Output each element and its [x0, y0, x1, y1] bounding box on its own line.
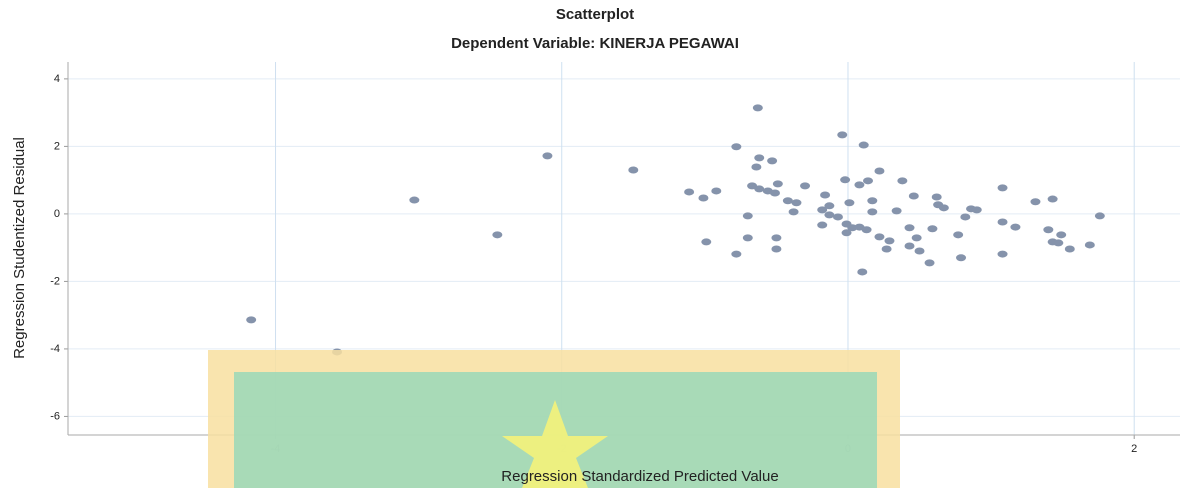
point	[998, 219, 1008, 226]
point	[998, 184, 1008, 191]
x-tick-label: 2	[1131, 443, 1137, 455]
point	[743, 234, 753, 241]
point	[897, 177, 907, 184]
point	[817, 222, 827, 229]
point	[905, 224, 915, 231]
point	[409, 197, 419, 204]
y-tick-label: 4	[54, 73, 60, 85]
point	[953, 231, 963, 238]
point	[1043, 226, 1053, 233]
point	[960, 213, 970, 220]
point	[711, 187, 721, 194]
point	[932, 194, 942, 201]
point	[892, 207, 902, 214]
point	[927, 225, 937, 232]
point	[1056, 231, 1066, 238]
point	[863, 177, 873, 184]
point	[824, 202, 834, 209]
point	[844, 199, 854, 206]
point	[1030, 198, 1040, 205]
point	[628, 167, 638, 174]
point	[956, 254, 966, 261]
point	[854, 181, 864, 188]
point	[701, 238, 711, 245]
point	[783, 197, 793, 204]
point	[972, 206, 982, 213]
point	[939, 204, 949, 211]
point	[751, 163, 761, 170]
point	[859, 142, 869, 149]
point	[884, 237, 894, 244]
point	[770, 189, 780, 196]
point	[909, 193, 919, 200]
point	[698, 195, 708, 202]
point	[791, 199, 801, 206]
point	[1095, 212, 1105, 219]
x-axis-title: Regression Standardized Predicted Value	[501, 468, 778, 485]
point	[837, 131, 847, 138]
point	[874, 233, 884, 240]
point	[998, 251, 1008, 258]
point	[915, 248, 925, 255]
chart-subtitle: Dependent Variable: KINERJA PEGAWAI	[451, 35, 739, 52]
point	[925, 259, 935, 266]
y-axis-title: Regression Studentized Residual	[11, 137, 28, 359]
point	[773, 180, 783, 187]
point	[743, 212, 753, 219]
chart: Scatterplot Dependent Variable: KINERJA …	[0, 0, 1190, 488]
point	[1010, 224, 1020, 231]
point	[874, 168, 884, 175]
point	[731, 251, 741, 258]
y-tick-label: 0	[54, 208, 60, 220]
point	[912, 234, 922, 241]
point	[1053, 239, 1063, 246]
chart-title: Scatterplot	[556, 6, 634, 23]
point	[542, 152, 552, 159]
y-tick-label: -4	[50, 343, 60, 355]
point	[1085, 241, 1095, 248]
point	[820, 191, 830, 198]
point	[882, 246, 892, 253]
point	[857, 268, 867, 275]
point	[1048, 196, 1058, 203]
point	[753, 104, 763, 111]
point	[867, 197, 877, 204]
point	[862, 226, 872, 233]
y-tick-label: 2	[54, 140, 60, 152]
point	[492, 231, 502, 238]
point	[824, 211, 834, 218]
point	[833, 213, 843, 220]
point	[754, 185, 764, 192]
point	[771, 234, 781, 241]
point	[789, 208, 799, 215]
point	[767, 157, 777, 164]
point	[800, 182, 810, 189]
point	[771, 246, 781, 253]
y-tick-label: -2	[50, 275, 60, 287]
point	[840, 176, 850, 183]
point	[867, 208, 877, 215]
point	[1065, 246, 1075, 253]
point	[246, 316, 256, 323]
y-tick-label: -6	[50, 410, 60, 422]
point	[754, 154, 764, 161]
point	[731, 143, 741, 150]
point	[684, 188, 694, 195]
point	[905, 242, 915, 249]
